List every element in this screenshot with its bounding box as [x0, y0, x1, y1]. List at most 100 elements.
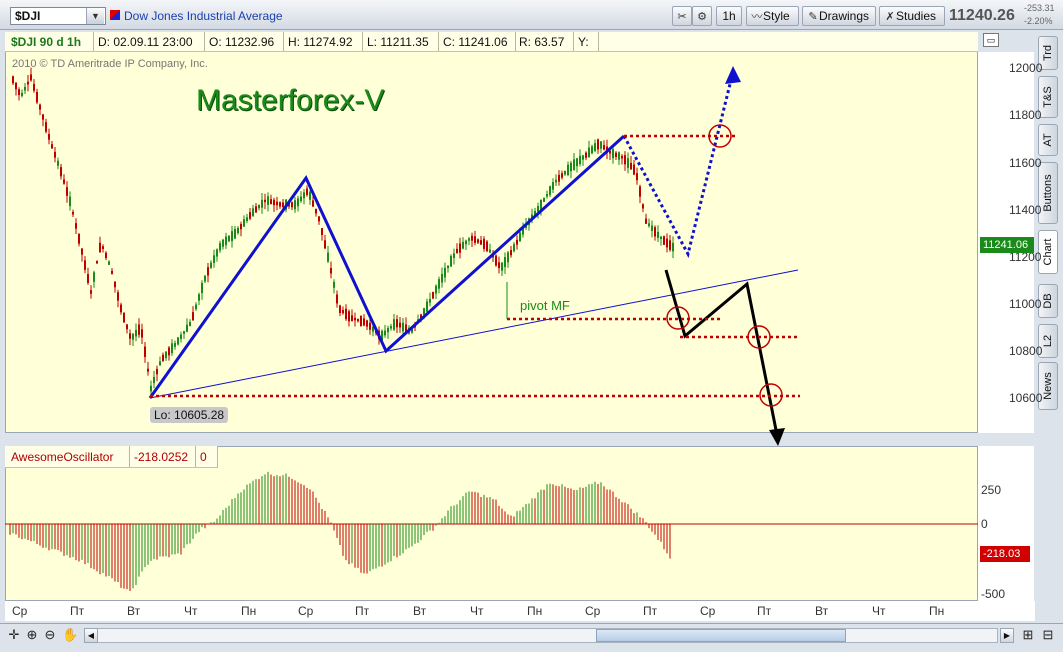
- collapse-icon[interactable]: ⊟: [1042, 627, 1054, 642]
- candle-body: [213, 255, 215, 263]
- pencil-icon: ✎: [808, 11, 818, 23]
- candle-body: [345, 308, 347, 320]
- candle-body: [627, 158, 629, 168]
- candle-body: [579, 155, 581, 165]
- candle-body: [42, 114, 44, 120]
- candle-body: [69, 196, 71, 207]
- candle-body: [75, 223, 77, 229]
- candle-body: [321, 228, 323, 236]
- candle-body: [555, 179, 557, 183]
- studies-button[interactable]: ✗Studies: [879, 6, 945, 26]
- candle-body: [618, 152, 620, 160]
- candle-body: [312, 200, 314, 207]
- zoom-out-icon[interactable]: ⊖: [44, 627, 56, 642]
- time-tick: Ср: [585, 604, 601, 618]
- candle-body: [615, 152, 617, 157]
- time-tick: Вт: [413, 604, 427, 618]
- osc-tick: 0: [981, 517, 988, 531]
- candle-body: [66, 187, 68, 196]
- style-button[interactable]: 〰Style: [746, 6, 799, 26]
- symbol-input[interactable]: $DJI: [10, 7, 106, 25]
- scrollbar-thumb[interactable]: [596, 629, 846, 642]
- candle-body: [273, 199, 275, 206]
- scroll-left-icon[interactable]: ◀: [84, 628, 98, 643]
- candle-body: [585, 152, 587, 158]
- tab-l2[interactable]: L2: [1038, 324, 1058, 358]
- candle-body: [267, 196, 269, 205]
- candle-body: [246, 217, 248, 221]
- candle-body: [333, 281, 335, 288]
- bearish-projection-line: [664, 269, 780, 441]
- candle-body: [243, 219, 245, 227]
- tab-chart[interactable]: Chart: [1038, 230, 1058, 274]
- tools-button[interactable]: ✂: [672, 6, 692, 26]
- candle-body: [192, 312, 194, 321]
- time-tick: Пн: [241, 604, 257, 618]
- last-price: 11240.26: [949, 7, 1015, 24]
- link-button[interactable]: ⚙: [692, 6, 712, 26]
- candle-body: [489, 249, 491, 253]
- copyright: 2010 © TD Ameritrade IP Company, Inc.: [12, 58, 208, 70]
- bullish-arrow-icon: [725, 66, 741, 84]
- zoom-in-icon[interactable]: ⊕: [26, 627, 38, 642]
- tab-time-sales[interactable]: T&S: [1038, 76, 1058, 118]
- time-tick: Пн: [527, 604, 543, 618]
- horizontal-scrollbar[interactable]: [84, 628, 998, 643]
- studies-label: Studies: [896, 9, 937, 23]
- tab-db[interactable]: DB: [1038, 284, 1058, 318]
- info-high: H: 11274.92: [288, 35, 353, 49]
- info-low: L: 11211.35: [367, 35, 429, 49]
- candle-body: [558, 174, 560, 182]
- candle-body: [336, 294, 338, 304]
- candle-body: [204, 275, 206, 282]
- candle-body: [60, 167, 62, 177]
- drawing-tools: [148, 66, 800, 446]
- candle-body: [435, 285, 437, 294]
- candle-body: [672, 242, 674, 252]
- candle-body: [522, 228, 524, 235]
- candle-body: [249, 212, 251, 219]
- candle-body: [48, 133, 50, 140]
- candle-body: [177, 337, 179, 345]
- pan-hand-icon[interactable]: ✋: [62, 627, 79, 642]
- wave-pattern-line: [148, 134, 626, 399]
- time-axis: [5, 601, 1035, 621]
- candle-body: [207, 267, 209, 276]
- candle-body: [324, 240, 326, 249]
- drawings-button[interactable]: ✎Drawings: [802, 6, 876, 26]
- time-tick: Чт: [470, 604, 484, 618]
- chart-settings-icon[interactable]: ▭: [983, 33, 999, 47]
- candle-body: [429, 299, 431, 303]
- symbol-description: Dow Jones Industrial Average: [124, 9, 283, 23]
- timeframe-button[interactable]: 1h: [716, 6, 742, 26]
- candle-body: [168, 347, 170, 356]
- candle-body: [504, 257, 506, 268]
- candle-body: [633, 164, 635, 175]
- crosshair-icon[interactable]: ✛: [8, 627, 20, 642]
- tab-trd[interactable]: Trd: [1038, 36, 1058, 70]
- candle-body: [600, 141, 602, 149]
- candle-body: [423, 308, 425, 315]
- candle-body: [348, 311, 350, 322]
- tab-at[interactable]: AT: [1038, 124, 1058, 156]
- candle-body: [462, 241, 464, 249]
- candle-body: [612, 149, 614, 159]
- symbol-dropdown-icon[interactable]: ▼: [86, 8, 104, 24]
- price-tick: 11400: [1009, 203, 1042, 217]
- candle-body: [141, 329, 143, 338]
- pivot-label: pivot MF: [520, 298, 570, 313]
- line-chart-icon: 〰: [751, 11, 763, 23]
- scroll-right-icon[interactable]: ▶: [1000, 628, 1014, 643]
- tab-buttons[interactable]: Buttons: [1038, 162, 1058, 224]
- info-divider: [573, 32, 574, 51]
- tab-news[interactable]: News: [1038, 362, 1058, 410]
- oscillator-extra: 0: [200, 450, 207, 464]
- percent-change: -2.20%: [1024, 16, 1053, 26]
- candle-body: [357, 318, 359, 322]
- candle-body: [483, 238, 485, 249]
- expand-icon[interactable]: ⊞: [1022, 627, 1034, 642]
- oscillator-axis: [978, 446, 1034, 601]
- candle-body: [480, 240, 482, 245]
- candle-body: [210, 262, 212, 268]
